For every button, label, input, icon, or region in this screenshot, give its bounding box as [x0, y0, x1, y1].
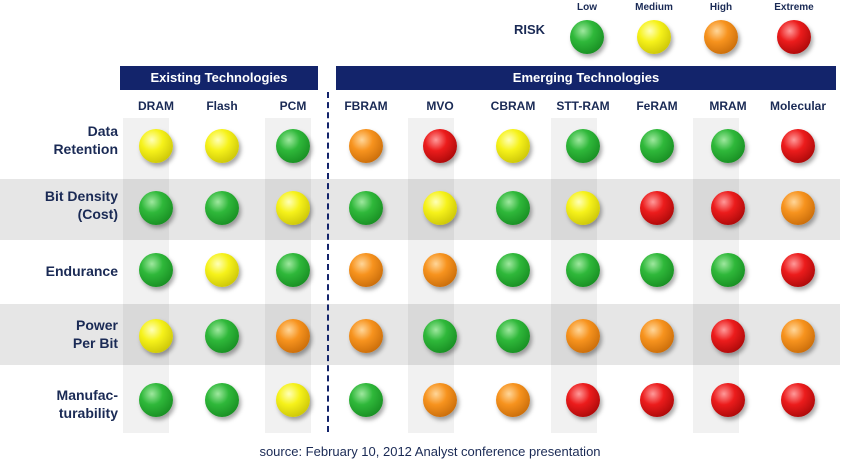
risk-dot-flash-row3	[205, 253, 239, 287]
legend-extreme: Extreme	[764, 2, 824, 54]
legend-medium-label: Medium	[635, 2, 673, 13]
risk-dot-feram-row2	[640, 191, 674, 225]
risk-dot-mvo-row4	[423, 319, 457, 353]
source-caption: source: February 10, 2012 Analyst confer…	[259, 444, 601, 459]
row-label-line: Retention	[53, 141, 118, 157]
risk-dot-dram-row3	[139, 253, 173, 287]
risk-dot-mvo-row3	[423, 253, 457, 287]
column-header-fbram: FBRAM	[344, 99, 388, 113]
row-label-data-retention: Data Retention	[0, 122, 118, 158]
row-label-line: (Cost)	[77, 206, 118, 222]
row-label-power-per-bit: Power Per Bit	[0, 316, 118, 352]
risk-dot-fbram-row5	[349, 383, 383, 417]
risk-dot-mvo-row5	[423, 383, 457, 417]
existing-technologies-header: Existing Technologies	[120, 66, 318, 90]
risk-dot-molecular-row1	[781, 129, 815, 163]
risk-dot-mram-row2	[711, 191, 745, 225]
risk-dot-mram-row1	[711, 129, 745, 163]
column-header-feram: FeRAM	[636, 99, 678, 113]
risk-dot-molecular-row2	[781, 191, 815, 225]
risk-dot-mram-row4	[711, 319, 745, 353]
risk-dot-feram-row4	[640, 319, 674, 353]
risk-dot-pcm-row2	[276, 191, 310, 225]
row-label-line: Per Bit	[72, 335, 118, 351]
risk-dot-dram-row1	[139, 129, 173, 163]
risk-dot-fbram-row4	[349, 319, 383, 353]
risk-dot-fbram-row1	[349, 129, 383, 163]
risk-dot-stt-ram-row4	[566, 319, 600, 353]
risk-dot-cbram-row3	[496, 253, 530, 287]
legend-high: High	[691, 2, 751, 54]
risk-dot-pcm-row5	[276, 383, 310, 417]
legend-low: Low	[557, 2, 617, 54]
legend-high-dot	[704, 20, 738, 54]
legend-extreme-dot	[777, 20, 811, 54]
risk-dot-mram-row5	[711, 383, 745, 417]
row-label-endurance: Endurance	[0, 262, 118, 280]
risk-dot-cbram-row4	[496, 319, 530, 353]
risk-dot-pcm-row3	[276, 253, 310, 287]
legend-high-label: High	[709, 2, 733, 13]
column-header-pcm: PCM	[279, 99, 307, 113]
row-label-line: Manufac-	[56, 387, 118, 403]
risk-legend-title: RISK	[514, 22, 546, 37]
risk-dot-feram-row1	[640, 129, 674, 163]
risk-dot-molecular-row4	[781, 319, 815, 353]
risk-dot-dram-row5	[139, 383, 173, 417]
group-divider	[327, 92, 329, 432]
column-header-mvo: MVO	[426, 99, 454, 113]
risk-dot-mvo-row2	[423, 191, 457, 225]
row-label-line: Endurance	[45, 263, 118, 279]
risk-dot-fbram-row3	[349, 253, 383, 287]
risk-dot-fbram-row2	[349, 191, 383, 225]
risk-dot-pcm-row4	[276, 319, 310, 353]
row-label-manufacturability: Manufac- turability	[0, 386, 118, 422]
risk-dot-stt-ram-row1	[566, 129, 600, 163]
emerging-technologies-header: Emerging Technologies	[336, 66, 836, 90]
column-header-dram: DRAM	[138, 99, 174, 113]
risk-dot-mvo-row1	[423, 129, 457, 163]
risk-dot-molecular-row5	[781, 383, 815, 417]
risk-dot-pcm-row1	[276, 129, 310, 163]
legend-low-label: Low	[577, 2, 597, 13]
legend-low-dot	[570, 20, 604, 54]
risk-dot-cbram-row1	[496, 129, 530, 163]
legend-medium: Medium	[624, 2, 684, 54]
row-label-line: Power	[75, 317, 118, 333]
risk-dot-dram-row4	[139, 319, 173, 353]
risk-dot-cbram-row5	[496, 383, 530, 417]
legend-extreme-label: Extreme	[774, 2, 814, 13]
risk-dot-stt-ram-row2	[566, 191, 600, 225]
legend-medium-dot	[637, 20, 671, 54]
column-header-mram: MRAM	[709, 99, 747, 113]
row-label-line: Bit Density	[44, 188, 118, 204]
risk-dot-cbram-row2	[496, 191, 530, 225]
column-header-molecular: Molecular	[769, 99, 826, 113]
column-header-flash: Flash	[206, 99, 238, 113]
risk-dot-molecular-row3	[781, 253, 815, 287]
risk-dot-mram-row3	[711, 253, 745, 287]
risk-dot-flash-row4	[205, 319, 239, 353]
column-header-stt-ram: STT-RAM	[556, 99, 610, 113]
risk-dot-stt-ram-row3	[566, 253, 600, 287]
row-label-line: Data	[87, 123, 118, 139]
risk-dot-flash-row5	[205, 383, 239, 417]
risk-dot-stt-ram-row5	[566, 383, 600, 417]
risk-dot-dram-row2	[139, 191, 173, 225]
risk-dot-feram-row5	[640, 383, 674, 417]
row-label-bit-density: Bit Density (Cost)	[0, 187, 118, 223]
column-header-cbram: CBRAM	[490, 99, 536, 113]
risk-dot-flash-row1	[205, 129, 239, 163]
risk-dot-feram-row3	[640, 253, 674, 287]
risk-dot-flash-row2	[205, 191, 239, 225]
row-label-line: turability	[58, 405, 118, 421]
